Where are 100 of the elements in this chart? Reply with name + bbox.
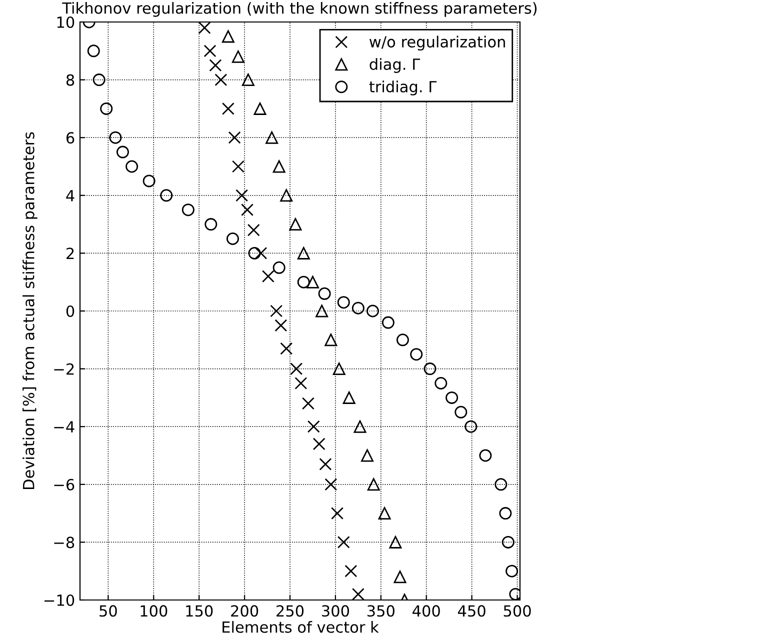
point bbox=[87, 44, 100, 58]
y-tick-label: 2 bbox=[66, 248, 74, 260]
point bbox=[378, 507, 391, 520]
point bbox=[274, 319, 288, 332]
point bbox=[319, 458, 332, 470]
point bbox=[446, 391, 458, 404]
point bbox=[331, 507, 344, 520]
y-tick-label: 6 bbox=[66, 132, 74, 144]
point bbox=[262, 270, 274, 283]
x-tick-label: 400 bbox=[412, 605, 440, 617]
x-tick-label: 300 bbox=[322, 605, 350, 617]
point bbox=[337, 536, 350, 548]
point bbox=[247, 224, 260, 236]
y-tick-label: −4 bbox=[54, 421, 74, 432]
y-tick-label: 0 bbox=[66, 305, 74, 318]
point bbox=[307, 420, 320, 433]
point bbox=[214, 74, 228, 86]
point bbox=[342, 391, 356, 404]
y-tick-label: −10 bbox=[44, 594, 74, 606]
point bbox=[198, 22, 211, 34]
point bbox=[494, 478, 508, 491]
point bbox=[297, 276, 310, 288]
point bbox=[126, 160, 138, 173]
point bbox=[236, 189, 248, 202]
point bbox=[318, 287, 331, 300]
point bbox=[272, 261, 286, 274]
y-tick-label: 4 bbox=[66, 190, 74, 202]
point bbox=[254, 246, 268, 260]
y-axis-title: Deviation [%] from actual stiffness parameters bbox=[22, 132, 38, 489]
point bbox=[182, 204, 194, 216]
point bbox=[367, 478, 380, 491]
point bbox=[204, 44, 216, 58]
point bbox=[396, 334, 409, 346]
point bbox=[354, 420, 366, 433]
point bbox=[382, 316, 394, 329]
point bbox=[324, 334, 338, 346]
point bbox=[270, 304, 283, 318]
point bbox=[248, 246, 261, 260]
point bbox=[204, 218, 218, 231]
point bbox=[100, 102, 113, 115]
x-tick-label: 150 bbox=[186, 605, 213, 617]
y-tick-label: −2 bbox=[54, 363, 74, 375]
point bbox=[241, 204, 254, 216]
point bbox=[289, 218, 302, 231]
point bbox=[222, 102, 234, 115]
point bbox=[312, 438, 326, 450]
x-tick-label: 350 bbox=[367, 605, 394, 617]
x-tick-label: 50 bbox=[100, 605, 117, 617]
point bbox=[116, 146, 129, 158]
point bbox=[297, 246, 310, 260]
chart-title: Tikhonov regularization (with the known stiffness parameters) bbox=[62, 2, 537, 17]
point bbox=[410, 348, 423, 361]
x-tick-label: 450 bbox=[458, 605, 486, 617]
point bbox=[222, 30, 234, 43]
point bbox=[226, 232, 239, 245]
y-tick-label: −8 bbox=[54, 536, 74, 548]
point bbox=[209, 59, 222, 72]
point bbox=[142, 174, 156, 188]
point bbox=[394, 570, 406, 584]
x-tick-label: 250 bbox=[276, 605, 304, 617]
x-tick-label: 200 bbox=[231, 605, 258, 617]
point bbox=[361, 449, 374, 462]
point bbox=[352, 302, 364, 314]
point bbox=[502, 536, 514, 548]
point bbox=[424, 362, 436, 376]
point bbox=[366, 304, 379, 318]
point bbox=[464, 420, 478, 433]
point bbox=[294, 377, 308, 390]
point bbox=[499, 507, 512, 520]
point bbox=[389, 536, 402, 548]
point bbox=[290, 362, 303, 376]
legend-label: tridiag. Γ bbox=[369, 80, 437, 96]
point bbox=[232, 160, 244, 173]
point bbox=[266, 131, 278, 144]
point bbox=[92, 74, 106, 86]
point bbox=[332, 362, 346, 376]
point bbox=[160, 189, 173, 202]
point bbox=[272, 160, 286, 173]
point bbox=[324, 478, 338, 491]
point bbox=[280, 189, 293, 202]
point bbox=[228, 131, 241, 144]
point bbox=[306, 276, 319, 288]
x-axis-title: Elements of vector k bbox=[222, 621, 379, 633]
legend-label: w/o regularization bbox=[370, 36, 505, 51]
x-tick-label: 100 bbox=[140, 605, 168, 617]
point bbox=[344, 564, 358, 578]
point bbox=[232, 50, 244, 63]
point bbox=[434, 377, 448, 390]
point bbox=[479, 449, 492, 462]
point bbox=[280, 342, 293, 355]
point bbox=[254, 102, 266, 115]
point bbox=[302, 397, 314, 410]
point bbox=[316, 304, 328, 318]
y-tick-label: 10 bbox=[57, 16, 74, 28]
point bbox=[109, 131, 122, 144]
point bbox=[337, 296, 350, 309]
legend-label: diag. Γ bbox=[370, 58, 420, 73]
y-tick-label: 8 bbox=[66, 74, 74, 86]
point bbox=[506, 564, 518, 578]
y-tick-label: −6 bbox=[54, 478, 74, 490]
